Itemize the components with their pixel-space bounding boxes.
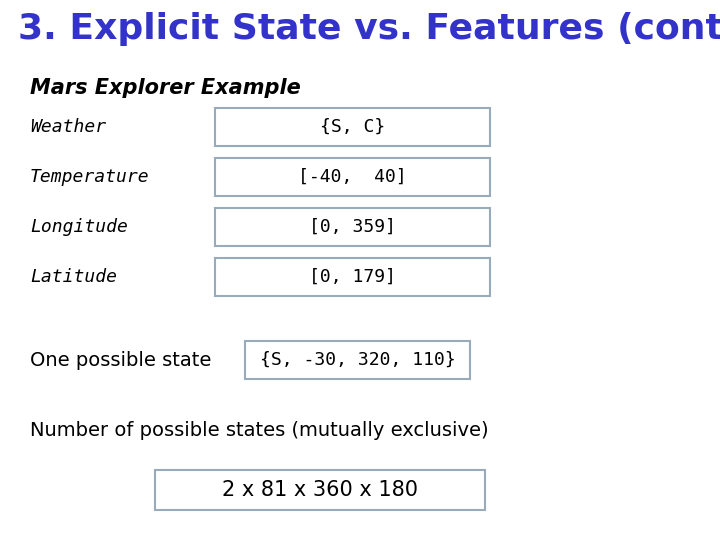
Text: Mars Explorer Example: Mars Explorer Example (30, 78, 301, 98)
FancyBboxPatch shape (215, 108, 490, 146)
Text: Temperature: Temperature (30, 168, 150, 186)
Text: {S, -30, 320, 110}: {S, -30, 320, 110} (260, 351, 455, 369)
Text: 2 x 81 x 360 x 180: 2 x 81 x 360 x 180 (222, 480, 418, 500)
Text: Number of possible states (mutually exclusive): Number of possible states (mutually excl… (30, 421, 489, 440)
Text: Longitude: Longitude (30, 218, 128, 236)
FancyBboxPatch shape (245, 341, 470, 379)
FancyBboxPatch shape (215, 208, 490, 246)
Text: 3. Explicit State vs. Features (cont’d): 3. Explicit State vs. Features (cont’d) (18, 12, 720, 46)
Text: [0, 179]: [0, 179] (309, 268, 396, 286)
Text: One possible state: One possible state (30, 350, 212, 369)
Text: [-40,  40]: [-40, 40] (298, 168, 407, 186)
Text: {S, C}: {S, C} (320, 118, 385, 136)
FancyBboxPatch shape (215, 258, 490, 296)
Text: Latitude: Latitude (30, 268, 117, 286)
Text: [0, 359]: [0, 359] (309, 218, 396, 236)
Text: Weather: Weather (30, 118, 106, 136)
FancyBboxPatch shape (155, 470, 485, 510)
FancyBboxPatch shape (215, 158, 490, 196)
